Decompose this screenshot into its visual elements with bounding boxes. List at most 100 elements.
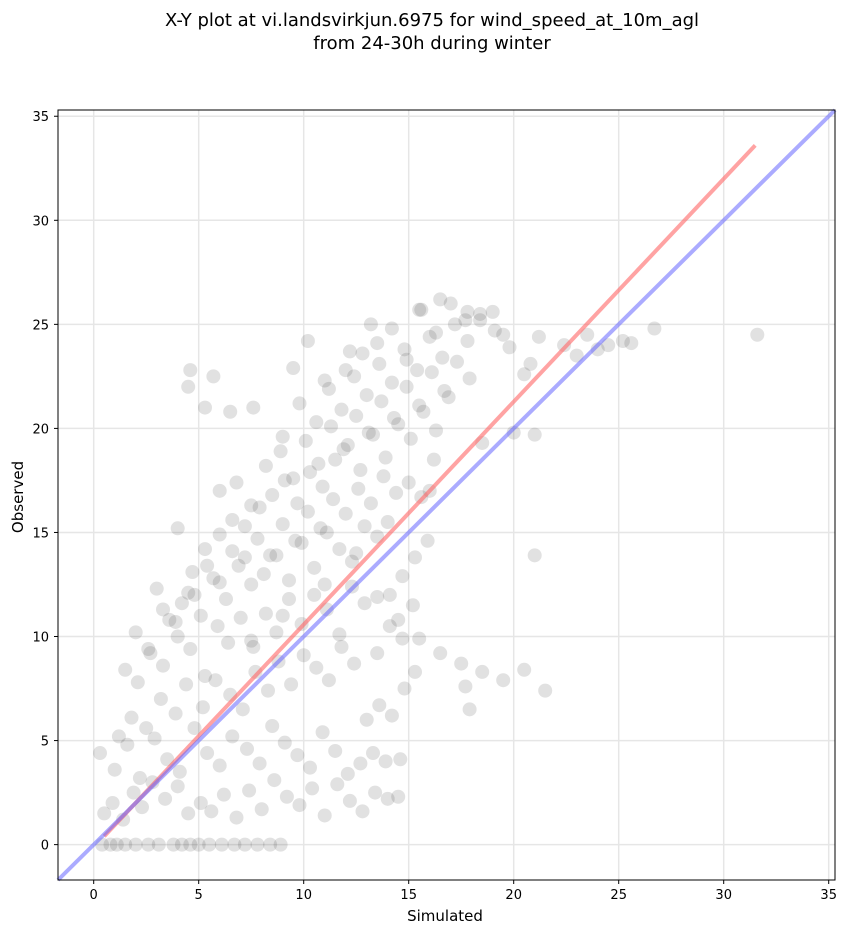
scatter-point: [273, 444, 288, 459]
scatter-point: [132, 771, 147, 786]
scatter-point: [141, 642, 156, 656]
scatter-point: [527, 548, 542, 563]
scatter-point: [286, 471, 301, 486]
scatter-point: [435, 350, 450, 365]
scatter-point: [397, 342, 412, 357]
scatter-point: [378, 754, 393, 769]
scatter-point: [615, 334, 630, 348]
scatter-point: [187, 587, 202, 602]
scatter-point: [517, 367, 532, 382]
scatter-point: [193, 796, 208, 810]
scatter-point: [183, 363, 198, 378]
scatter-point: [141, 837, 156, 852]
scatter-point: [216, 787, 231, 802]
scatter-point: [187, 721, 202, 736]
scatter-point: [330, 777, 345, 792]
scatter-point: [569, 348, 584, 363]
scatter-point: [212, 527, 227, 542]
scatter-point: [414, 302, 429, 317]
scatter-point: [359, 712, 374, 727]
scatter-point: [384, 375, 399, 390]
reference-lines: [56, 108, 837, 882]
scatter-point: [324, 419, 338, 434]
scatter-point: [263, 548, 278, 563]
scatter-point: [307, 587, 322, 602]
scatter-point: [170, 629, 185, 644]
scatter-point: [269, 625, 284, 640]
scatter-point: [227, 837, 242, 852]
scatter-point: [462, 702, 477, 717]
scatter-point: [395, 569, 410, 584]
scatter-point: [277, 473, 292, 488]
scatter-point: [315, 479, 330, 494]
scatter-point: [288, 533, 303, 548]
scatter-point: [357, 519, 372, 534]
scatter-point: [269, 548, 284, 563]
scatter-point: [168, 614, 183, 629]
scatter-point: [380, 791, 395, 806]
scatter-point: [366, 746, 380, 761]
scatter-point: [156, 658, 170, 673]
scatter-point: [229, 810, 244, 825]
scatter-point: [426, 452, 441, 467]
chart-title-line-1: X-Y plot at vi.landsvirkjun.6975 for win…: [165, 10, 699, 31]
scatter-point: [212, 758, 227, 773]
scatter-point: [170, 779, 185, 794]
scatter-point: [103, 837, 118, 852]
scatter-point: [126, 785, 141, 800]
x-tick-label: 10: [295, 888, 312, 903]
scatter-point: [198, 400, 212, 415]
x-tick-label: 35: [820, 888, 837, 903]
grid: [58, 110, 835, 880]
scatter-point: [153, 691, 168, 706]
scatter-point: [319, 525, 334, 540]
scatter-point: [303, 760, 317, 775]
x-tick-label: 0: [90, 888, 98, 903]
scatter-point: [139, 721, 154, 736]
scatter-point: [410, 363, 425, 378]
x-axis-ticks: 0 5 10 15 20 25 30 35: [90, 880, 837, 903]
scatter-point: [212, 483, 227, 498]
scatter-point: [298, 433, 313, 448]
y-tick-label: 25: [32, 318, 49, 333]
scatter-point: [334, 639, 349, 654]
scatter-points: [93, 292, 765, 852]
scatter-point: [340, 766, 355, 781]
scatter-point: [263, 837, 278, 852]
scatter-point: [225, 729, 240, 744]
scatter-point: [120, 737, 135, 752]
scatter-point: [237, 519, 252, 534]
scatter-point: [380, 515, 395, 530]
scatter-point: [366, 427, 380, 442]
scatter-point: [353, 463, 368, 478]
scatter-point: [212, 575, 227, 590]
scatter-point: [290, 496, 305, 511]
scatter-point: [317, 808, 332, 823]
scatter-point: [355, 346, 370, 361]
scatter-point: [244, 633, 259, 648]
scatter-point: [221, 635, 236, 650]
scatter-point: [193, 608, 208, 623]
scatter-point: [408, 550, 422, 565]
scatter-point: [342, 793, 357, 808]
scatter-point: [185, 565, 200, 579]
scatter-point: [353, 756, 368, 771]
scatter-point: [363, 496, 378, 511]
scatter-point: [624, 336, 639, 351]
scatter-point: [93, 746, 107, 761]
scatter-point: [244, 577, 259, 592]
scatter-point: [206, 369, 221, 384]
x-tick-label: 5: [195, 888, 203, 903]
identity-line: [56, 108, 837, 882]
scatter-point: [162, 612, 177, 627]
y-axis-ticks: 0 5 10 15 20 25 30 35: [32, 110, 58, 854]
y-tick-label: 20: [32, 422, 49, 437]
scatter-point: [252, 756, 267, 771]
scatter-point: [174, 837, 189, 852]
scatter-point: [441, 390, 456, 405]
scatter-point: [118, 662, 133, 677]
scatter-point: [225, 544, 240, 559]
y-tick-label: 35: [32, 110, 49, 125]
scatter-point: [309, 660, 324, 675]
x-axis-label: Simulated: [407, 907, 483, 925]
